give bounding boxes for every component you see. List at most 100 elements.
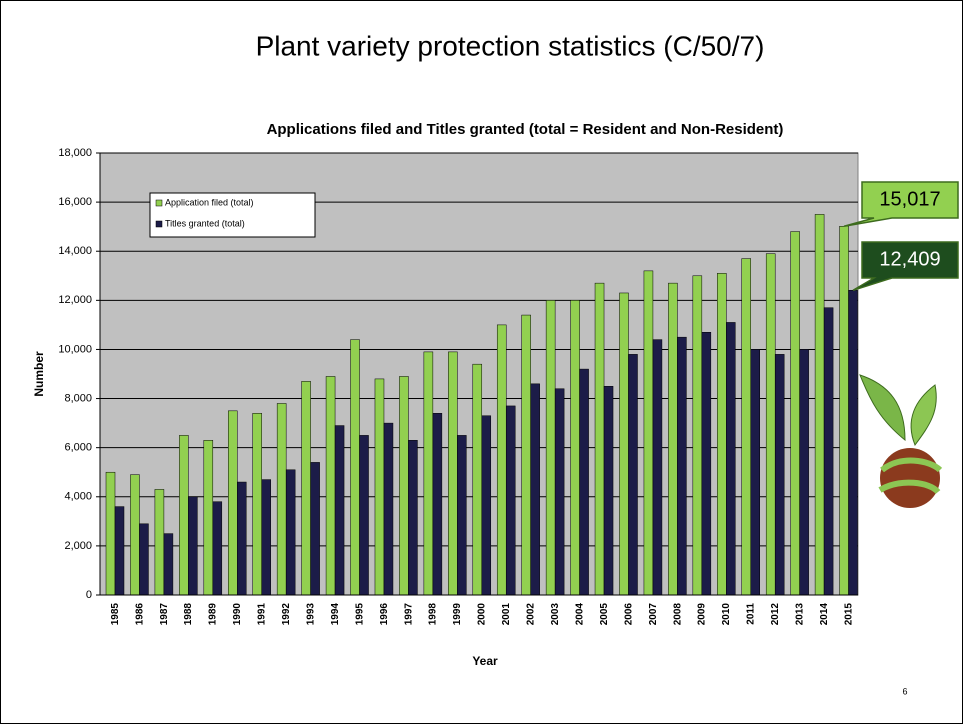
bar bbox=[285, 469, 296, 596]
bar bbox=[252, 413, 262, 596]
bar bbox=[692, 275, 703, 596]
y-tick-label: 6,000 bbox=[64, 442, 92, 454]
bar bbox=[823, 307, 834, 596]
y-axis-label: Number bbox=[32, 351, 46, 397]
x-tick-label: 1999 bbox=[452, 603, 463, 626]
legend-label: Application filed (total) bbox=[165, 197, 254, 207]
y-tick-label: 12,000 bbox=[58, 294, 92, 306]
x-tick-label: 2014 bbox=[819, 603, 830, 626]
bar bbox=[301, 381, 311, 596]
bar bbox=[750, 349, 760, 596]
chart-title: Applications filed and Titles granted (t… bbox=[267, 121, 784, 138]
callout-box bbox=[852, 241, 959, 292]
x-tick-label: 1986 bbox=[134, 603, 145, 626]
legend-swatch bbox=[155, 199, 163, 207]
bar bbox=[814, 214, 825, 596]
bar bbox=[212, 501, 223, 596]
bar bbox=[276, 403, 287, 596]
x-tick-label: 1993 bbox=[305, 603, 316, 626]
x-tick-label: 1992 bbox=[281, 603, 292, 626]
x-tick-label: 2010 bbox=[721, 603, 732, 626]
bar bbox=[203, 440, 214, 596]
x-tick-label: 2005 bbox=[599, 603, 610, 626]
callout-box bbox=[843, 181, 959, 227]
x-tick-label: 1998 bbox=[428, 603, 439, 626]
bar bbox=[228, 410, 238, 596]
x-tick-label: 2004 bbox=[574, 603, 585, 626]
x-tick-label: 1989 bbox=[208, 603, 219, 626]
bar bbox=[310, 462, 320, 596]
bar bbox=[701, 332, 712, 596]
x-tick-label: 1991 bbox=[257, 603, 268, 626]
x-axis-label: Year bbox=[472, 654, 498, 668]
bar bbox=[408, 440, 418, 596]
bar bbox=[114, 506, 125, 596]
bar bbox=[848, 290, 858, 596]
bar bbox=[839, 225, 849, 596]
x-tick-label: 2009 bbox=[697, 603, 708, 626]
x-tick-label: 2001 bbox=[501, 603, 512, 626]
bar bbox=[765, 253, 776, 596]
bar bbox=[350, 339, 360, 596]
bar bbox=[505, 405, 516, 596]
bar bbox=[521, 314, 531, 596]
bar bbox=[652, 339, 663, 596]
y-tick-label: 4,000 bbox=[64, 491, 92, 503]
bar bbox=[774, 354, 785, 596]
bar bbox=[105, 471, 116, 596]
bar bbox=[179, 435, 189, 596]
y-tick-label: 0 bbox=[86, 589, 92, 601]
bar bbox=[448, 351, 458, 596]
bar bbox=[423, 351, 434, 596]
y-tick-label: 14,000 bbox=[58, 245, 92, 257]
x-tick-label: 2012 bbox=[770, 603, 781, 626]
legend bbox=[149, 192, 316, 238]
bar bbox=[188, 496, 198, 596]
y-tick-label: 10,000 bbox=[58, 343, 92, 355]
x-tick-label: 2013 bbox=[795, 603, 806, 626]
bar bbox=[554, 388, 565, 596]
y-tick-label: 2,000 bbox=[64, 540, 92, 552]
bar bbox=[481, 415, 492, 596]
legend-label: Titles granted (total) bbox=[165, 218, 245, 228]
bar bbox=[139, 523, 149, 596]
slide-title: Plant variety protection statistics (C/5… bbox=[256, 30, 765, 61]
bar bbox=[726, 322, 736, 596]
bar bbox=[668, 282, 678, 596]
bar bbox=[603, 386, 614, 596]
bar bbox=[374, 378, 385, 596]
bar bbox=[717, 273, 727, 596]
x-tick-label: 2003 bbox=[550, 603, 561, 626]
x-tick-label: 1997 bbox=[403, 603, 414, 626]
bar bbox=[154, 489, 165, 596]
bar bbox=[741, 258, 751, 596]
x-tick-label: 1990 bbox=[232, 603, 243, 626]
x-tick-label: 2000 bbox=[477, 603, 488, 626]
data-label: 12,409 bbox=[879, 248, 940, 270]
bar bbox=[432, 413, 443, 596]
x-tick-label: 1988 bbox=[183, 603, 194, 626]
page-number: 6 bbox=[902, 686, 907, 696]
bar bbox=[496, 324, 507, 596]
bar bbox=[334, 425, 345, 596]
bar bbox=[579, 368, 589, 596]
x-tick-label: 2015 bbox=[843, 603, 854, 626]
x-tick-label: 2006 bbox=[623, 603, 634, 626]
bar bbox=[628, 354, 638, 596]
y-tick-label: 16,000 bbox=[58, 196, 92, 208]
bar bbox=[677, 336, 687, 596]
bar bbox=[472, 363, 483, 596]
bar bbox=[325, 376, 336, 596]
bar bbox=[594, 282, 605, 596]
bar bbox=[457, 435, 467, 596]
bar bbox=[545, 300, 556, 596]
bar bbox=[237, 481, 247, 596]
x-tick-label: 1996 bbox=[379, 603, 390, 626]
y-tick-label: 8,000 bbox=[64, 392, 92, 404]
x-tick-label: 1995 bbox=[354, 603, 365, 626]
bar bbox=[799, 349, 809, 596]
bar bbox=[790, 231, 800, 596]
legend-swatch bbox=[155, 220, 163, 228]
bar bbox=[383, 422, 394, 596]
